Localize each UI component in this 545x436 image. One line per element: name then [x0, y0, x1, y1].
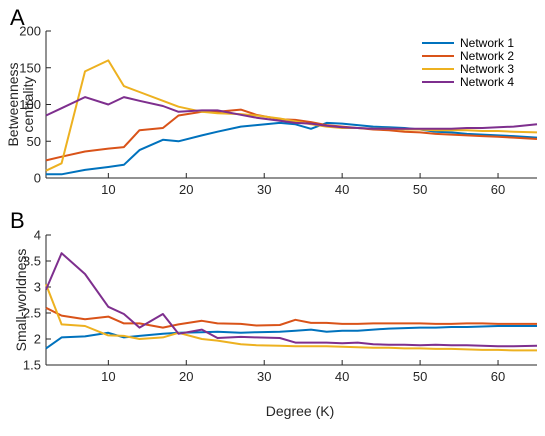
panel-a-series-line-1 — [46, 121, 538, 176]
panel-a-legend-label-4: Network 4 — [460, 75, 514, 89]
panel-a-letter: A — [10, 5, 25, 30]
panel-b-ylabel: Small-worldness — [13, 249, 29, 352]
panel-a-x-tick-label: 40 — [335, 182, 349, 197]
panel-b-y-tick-label: 3.5 — [23, 254, 41, 269]
panel-b: B 1.5 2 2.5 3 3.5 4 10 20 30 40 50 60 Small-worldness — [10, 208, 538, 384]
panel-a-y-tick-label: 50 — [27, 134, 41, 149]
panel-b-y-tick-label: 2.5 — [23, 306, 41, 321]
panel-b-x-tick-label: 30 — [257, 369, 271, 384]
panel-b-y-tick-label: 2 — [34, 332, 41, 347]
panel-a-legend-label-3: Network 3 — [460, 62, 514, 76]
figure-xlabel: Degree (K) — [266, 403, 334, 419]
panel-a-ylabel: Betweennesscentrality — [5, 62, 36, 146]
panel-a-series-line-2 — [45, 108, 538, 162]
panel-a-y-tick-label: 0 — [34, 171, 41, 186]
panel-a-x-tick-label: 20 — [179, 182, 193, 197]
panel-a-x-tick-label: 60 — [491, 182, 505, 197]
panel-b-x-tick-label: 50 — [413, 369, 427, 384]
panel-a-ylabel-line: Betweenness — [5, 62, 21, 146]
panel-a-x-tick-label: 30 — [257, 182, 271, 197]
panel-a-x-tick-label: 50 — [413, 182, 427, 197]
panel-a-y-tick-label: 150 — [19, 60, 41, 75]
panel-a-y-tick-label: 200 — [19, 24, 41, 39]
panel-a-series-line-4 — [45, 96, 538, 130]
panel-a-y-tick-label: 100 — [19, 97, 41, 112]
panel-b-ylabel-line: Small-worldness — [13, 249, 29, 352]
panel-a: A 0 50 100 150 200 10 20 30 40 50 60 Betweennesscent… — [5, 5, 538, 197]
panel-b-letter: B — [10, 208, 25, 233]
panel-b-x-tick-label: 10 — [101, 369, 115, 384]
panel-a-legend-label-1: Network 1 — [460, 36, 514, 50]
panel-b-y-tick-label: 1.5 — [23, 358, 41, 373]
panel-b-series-line-1 — [45, 325, 537, 350]
panel-a-ylabel-line: centrality — [20, 76, 36, 132]
panel-b-series-line-2 — [45, 306, 537, 329]
panel-b-y-tick-label: 4 — [34, 228, 41, 243]
panel-b-x-tick-label: 20 — [179, 369, 193, 384]
panel-a-legend-label-2: Network 2 — [460, 49, 514, 63]
panel-a-x-tick-label: 10 — [101, 182, 115, 197]
panel-b-y-tick-label: 3 — [34, 280, 41, 295]
panel-b-series-line-4 — [45, 252, 538, 348]
panel-b-x-tick-label: 40 — [335, 369, 349, 384]
panel-b-series-line-3 — [45, 284, 537, 352]
panel-b-x-tick-label: 60 — [491, 369, 505, 384]
